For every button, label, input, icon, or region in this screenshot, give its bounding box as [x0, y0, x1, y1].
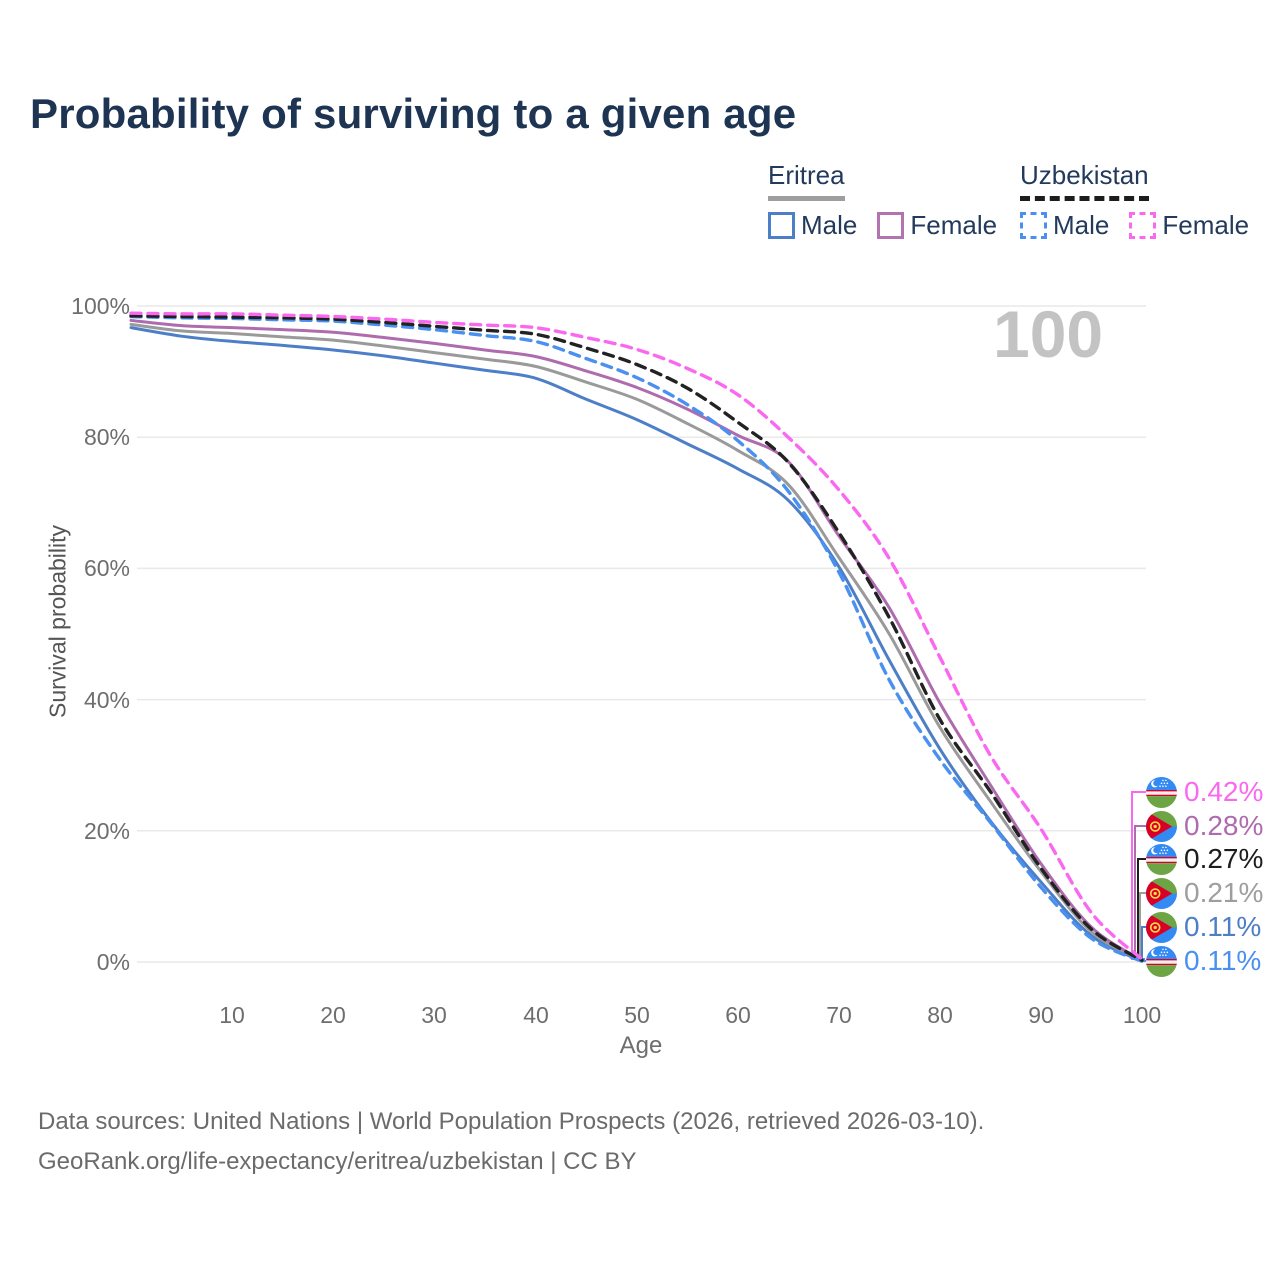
uzbekistan-flag-icon	[1146, 945, 1177, 977]
legend-item-eritrea-female: Female	[877, 210, 997, 241]
end-label-row: 0.11%	[1146, 910, 1261, 944]
end-value-label: 0.21%	[1184, 877, 1264, 908]
x-tick: 20	[320, 1002, 346, 1028]
legend-country-eritrea: Eritrea	[768, 160, 845, 201]
x-axis-title: Age	[619, 1032, 663, 1059]
y-tick: 100%	[71, 293, 130, 319]
uzbekistan-flag-icon	[1146, 776, 1177, 808]
x-tick: 100	[1122, 1002, 1162, 1028]
x-tick: 50	[624, 1002, 650, 1028]
legend-label: Female	[1162, 210, 1250, 240]
x-tick: 80	[927, 1002, 953, 1028]
end-label-row: 0.21%	[1146, 876, 1263, 910]
legend-group-uzbekistan: Uzbekistan Male Female	[1020, 160, 1249, 241]
y-tick: 80%	[83, 424, 130, 450]
attribution-text: GeoRank.org/life-expectancy/eritrea/uzbe…	[38, 1148, 637, 1175]
x-tick: 60	[725, 1002, 751, 1028]
end-value-label: 0.27%	[1184, 843, 1264, 874]
eritrea-flag-icon	[1146, 911, 1177, 943]
y-tick: 20%	[83, 818, 130, 844]
legend-label: Female	[910, 210, 998, 240]
y-tick: 0%	[96, 949, 130, 975]
legend-item-uzbekistan-female: Female	[1129, 210, 1249, 241]
x-tick: 70	[826, 1002, 852, 1028]
age-watermark: 100	[993, 297, 1104, 371]
legend-label: Male	[1053, 210, 1110, 240]
data-sources-text: Data sources: United Nations | World Pop…	[38, 1108, 985, 1135]
end-value-label: 0.11%	[1184, 945, 1262, 976]
uzbekistan-female-swatch-icon	[1129, 212, 1157, 239]
x-tick: 90	[1028, 1002, 1054, 1028]
page-title: Probability of surviving to a given age	[30, 90, 797, 137]
x-tick: 40	[523, 1002, 549, 1028]
x-tick: 30	[421, 1002, 447, 1028]
y-tick: 40%	[83, 687, 130, 713]
end-label-row: 0.28%	[1146, 809, 1263, 843]
x-tick: 10	[219, 1002, 245, 1028]
legend-item-eritrea-male: Male	[768, 210, 857, 241]
eritrea-male-swatch-icon	[768, 212, 795, 239]
end-value-label: 0.42%	[1184, 776, 1264, 807]
end-value-label: 0.28%	[1184, 810, 1264, 841]
eritrea-female-swatch-icon	[877, 212, 905, 239]
y-tick: 60%	[83, 555, 130, 581]
end-value-label: 0.11%	[1184, 911, 1262, 942]
legend-country-uzbekistan: Uzbekistan	[1020, 160, 1149, 201]
uzbekistan-flag-icon	[1146, 843, 1177, 875]
legend-group-eritrea: Eritrea Male Female	[768, 160, 997, 241]
legend-item-uzbekistan-male: Male	[1020, 210, 1109, 241]
eritrea-flag-icon	[1146, 877, 1177, 909]
end-label-row: 0.11%	[1146, 944, 1261, 978]
end-label-row: 0.42%	[1146, 775, 1263, 809]
legend-label: Male	[801, 210, 858, 240]
end-label-row: 0.27%	[1146, 842, 1263, 876]
eritrea-flag-icon	[1146, 810, 1177, 842]
uzbekistan-male-swatch-icon	[1020, 212, 1047, 239]
